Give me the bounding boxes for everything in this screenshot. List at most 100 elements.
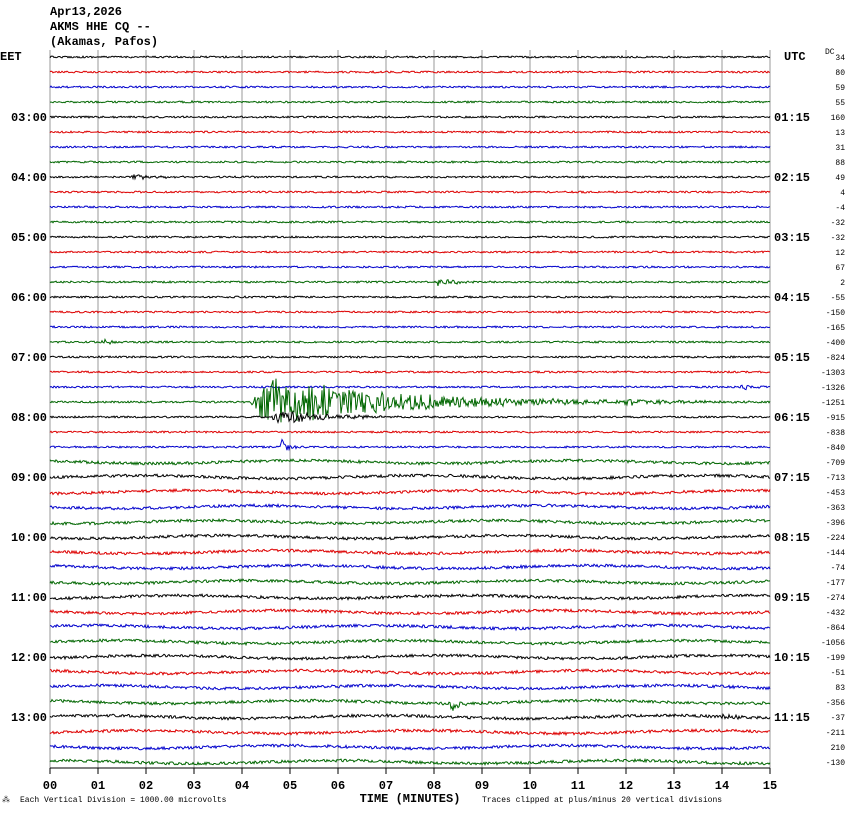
trace — [49, 279, 771, 287]
trace — [49, 130, 771, 134]
dc-value: -177 — [826, 579, 845, 588]
dc-value: 83 — [835, 684, 845, 693]
dc-value: -1056 — [821, 639, 845, 648]
trace — [49, 668, 771, 677]
dc-value: 59 — [835, 84, 845, 93]
dc-value: 67 — [835, 264, 845, 273]
x-tick-label: 03 — [187, 779, 201, 793]
trace — [49, 384, 771, 391]
dc-value: -32 — [831, 219, 846, 228]
x-tick-label: 06 — [331, 779, 345, 793]
trace — [49, 370, 771, 374]
x-axis-title: TIME (MINUTES) — [360, 792, 461, 806]
right-time-label: 07:15 — [774, 471, 810, 485]
trace — [49, 355, 771, 359]
trace — [49, 174, 770, 181]
trace — [49, 55, 771, 59]
dc-value: -1326 — [821, 384, 845, 393]
dc-value: 55 — [835, 99, 845, 108]
dc-value: 2 — [840, 279, 845, 288]
footer-left: Each Vertical Division = 1000.00 microvo… — [20, 796, 227, 805]
dc-value: -396 — [826, 519, 845, 528]
dc-value: 13 — [835, 129, 845, 138]
x-tick-label: 11 — [571, 779, 585, 793]
trace — [49, 698, 771, 711]
dc-value: 160 — [831, 114, 846, 123]
trace — [49, 458, 771, 466]
left-time-label: 04:00 — [11, 171, 47, 185]
dc-value: 210 — [831, 744, 846, 753]
dc-value: -453 — [826, 489, 845, 498]
dc-value: -1251 — [821, 399, 845, 408]
trace — [49, 547, 771, 556]
left-time-label: 06:00 — [11, 291, 47, 305]
x-tick-label: 01 — [91, 779, 105, 793]
trace — [49, 160, 771, 164]
dc-value: 49 — [835, 174, 845, 183]
trace — [49, 713, 771, 721]
dc-value: -130 — [826, 759, 845, 768]
dc-value: 31 — [835, 144, 845, 153]
trace — [49, 325, 771, 329]
trace — [49, 265, 771, 269]
x-tick-label: 10 — [523, 779, 537, 793]
dc-value: 80 — [835, 69, 845, 78]
x-tick-label: 07 — [379, 779, 393, 793]
right-time-label: 06:15 — [774, 411, 810, 425]
dc-value: -144 — [826, 549, 845, 558]
trace — [49, 578, 771, 586]
header-location: (Akamas, Pafos) — [50, 35, 158, 49]
dc-title: DC — [825, 48, 835, 57]
dc-value: -356 — [826, 699, 845, 708]
dc-value: 88 — [835, 159, 845, 168]
left-time-label: 03:00 — [11, 111, 47, 125]
trace — [49, 533, 771, 541]
dc-value: 12 — [835, 249, 845, 258]
dc-value: -211 — [826, 729, 845, 738]
trace — [49, 517, 771, 526]
dc-value: -55 — [831, 294, 846, 303]
right-time-label: 08:15 — [774, 531, 810, 545]
right-time-label: 05:15 — [774, 351, 810, 365]
trace — [49, 623, 771, 632]
left-time-label: 08:00 — [11, 411, 47, 425]
dc-value: -1303 — [821, 369, 845, 378]
x-tick-label: 02 — [139, 779, 153, 793]
header-date: Apr13,2026 — [50, 5, 122, 19]
dc-value: -224 — [826, 534, 845, 543]
trace — [49, 295, 771, 299]
x-tick-label: 15 — [763, 779, 777, 793]
left-time-label: 07:00 — [11, 351, 47, 365]
right-time-label: 09:15 — [774, 591, 810, 605]
trace — [49, 430, 771, 434]
trace — [49, 438, 771, 452]
x-tick-label: 05 — [283, 779, 297, 793]
dc-value: -165 — [826, 324, 845, 333]
left-time-label: 09:00 — [11, 471, 47, 485]
trace — [49, 85, 771, 89]
trace — [49, 145, 771, 149]
trace — [49, 593, 771, 601]
x-tick-label: 12 — [619, 779, 633, 793]
trace — [49, 99, 771, 104]
right-time-label: 10:15 — [774, 651, 810, 665]
trace — [49, 190, 771, 194]
trace — [49, 503, 771, 511]
dc-value: 34 — [835, 54, 845, 63]
dc-value: -915 — [826, 414, 845, 423]
trace — [49, 115, 771, 119]
trace — [49, 637, 771, 647]
x-tick-label: 14 — [715, 779, 729, 793]
right-axis-title: UTC — [784, 50, 806, 64]
x-tick-label: 00 — [43, 779, 57, 793]
dc-value: -709 — [826, 459, 845, 468]
left-time-label: 05:00 — [11, 231, 47, 245]
footer-right: Traces clipped at plus/minus 20 vertical… — [482, 796, 722, 805]
trace — [49, 250, 771, 254]
dc-value: -4 — [835, 204, 845, 213]
trace — [49, 337, 771, 345]
logo: ⁂ — [2, 795, 10, 805]
dc-value: -824 — [826, 354, 845, 363]
